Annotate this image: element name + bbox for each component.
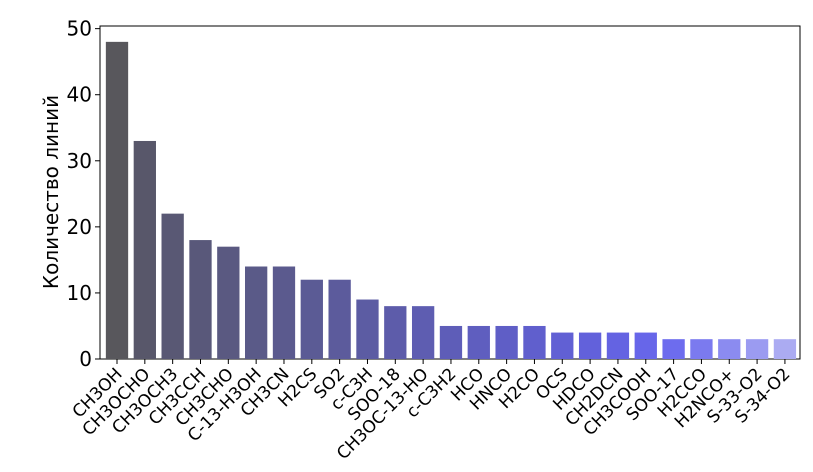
- bar: [328, 279, 351, 359]
- y-tick-label: 50: [67, 17, 92, 41]
- bar: [634, 332, 657, 359]
- bar: [467, 325, 490, 359]
- bar: [272, 266, 296, 359]
- y-tick-label: 0: [79, 347, 92, 371]
- y-tick-label: 40: [67, 83, 92, 107]
- bar: [300, 279, 323, 359]
- y-axis-label: Количество линий: [39, 95, 63, 289]
- bar: [578, 332, 602, 359]
- bar: [161, 213, 184, 359]
- bar: [105, 41, 129, 359]
- bar: [411, 306, 435, 359]
- bar: [356, 299, 379, 359]
- bar: [662, 339, 685, 359]
- bar: [690, 339, 713, 359]
- y-tick-label: 20: [67, 215, 92, 239]
- bar: [384, 306, 407, 359]
- bar: [606, 332, 630, 359]
- bar: [217, 246, 240, 359]
- bar: [773, 339, 797, 359]
- bar: [718, 339, 741, 359]
- bar: [439, 325, 463, 359]
- y-tick-label: 10: [67, 281, 92, 305]
- bar: [523, 325, 546, 359]
- y-tick-label: 30: [67, 149, 92, 173]
- bar: [245, 266, 268, 359]
- bar: [133, 140, 156, 359]
- bar: [189, 240, 212, 359]
- bar: [495, 325, 518, 359]
- bar: [745, 339, 769, 359]
- bar: [551, 332, 574, 359]
